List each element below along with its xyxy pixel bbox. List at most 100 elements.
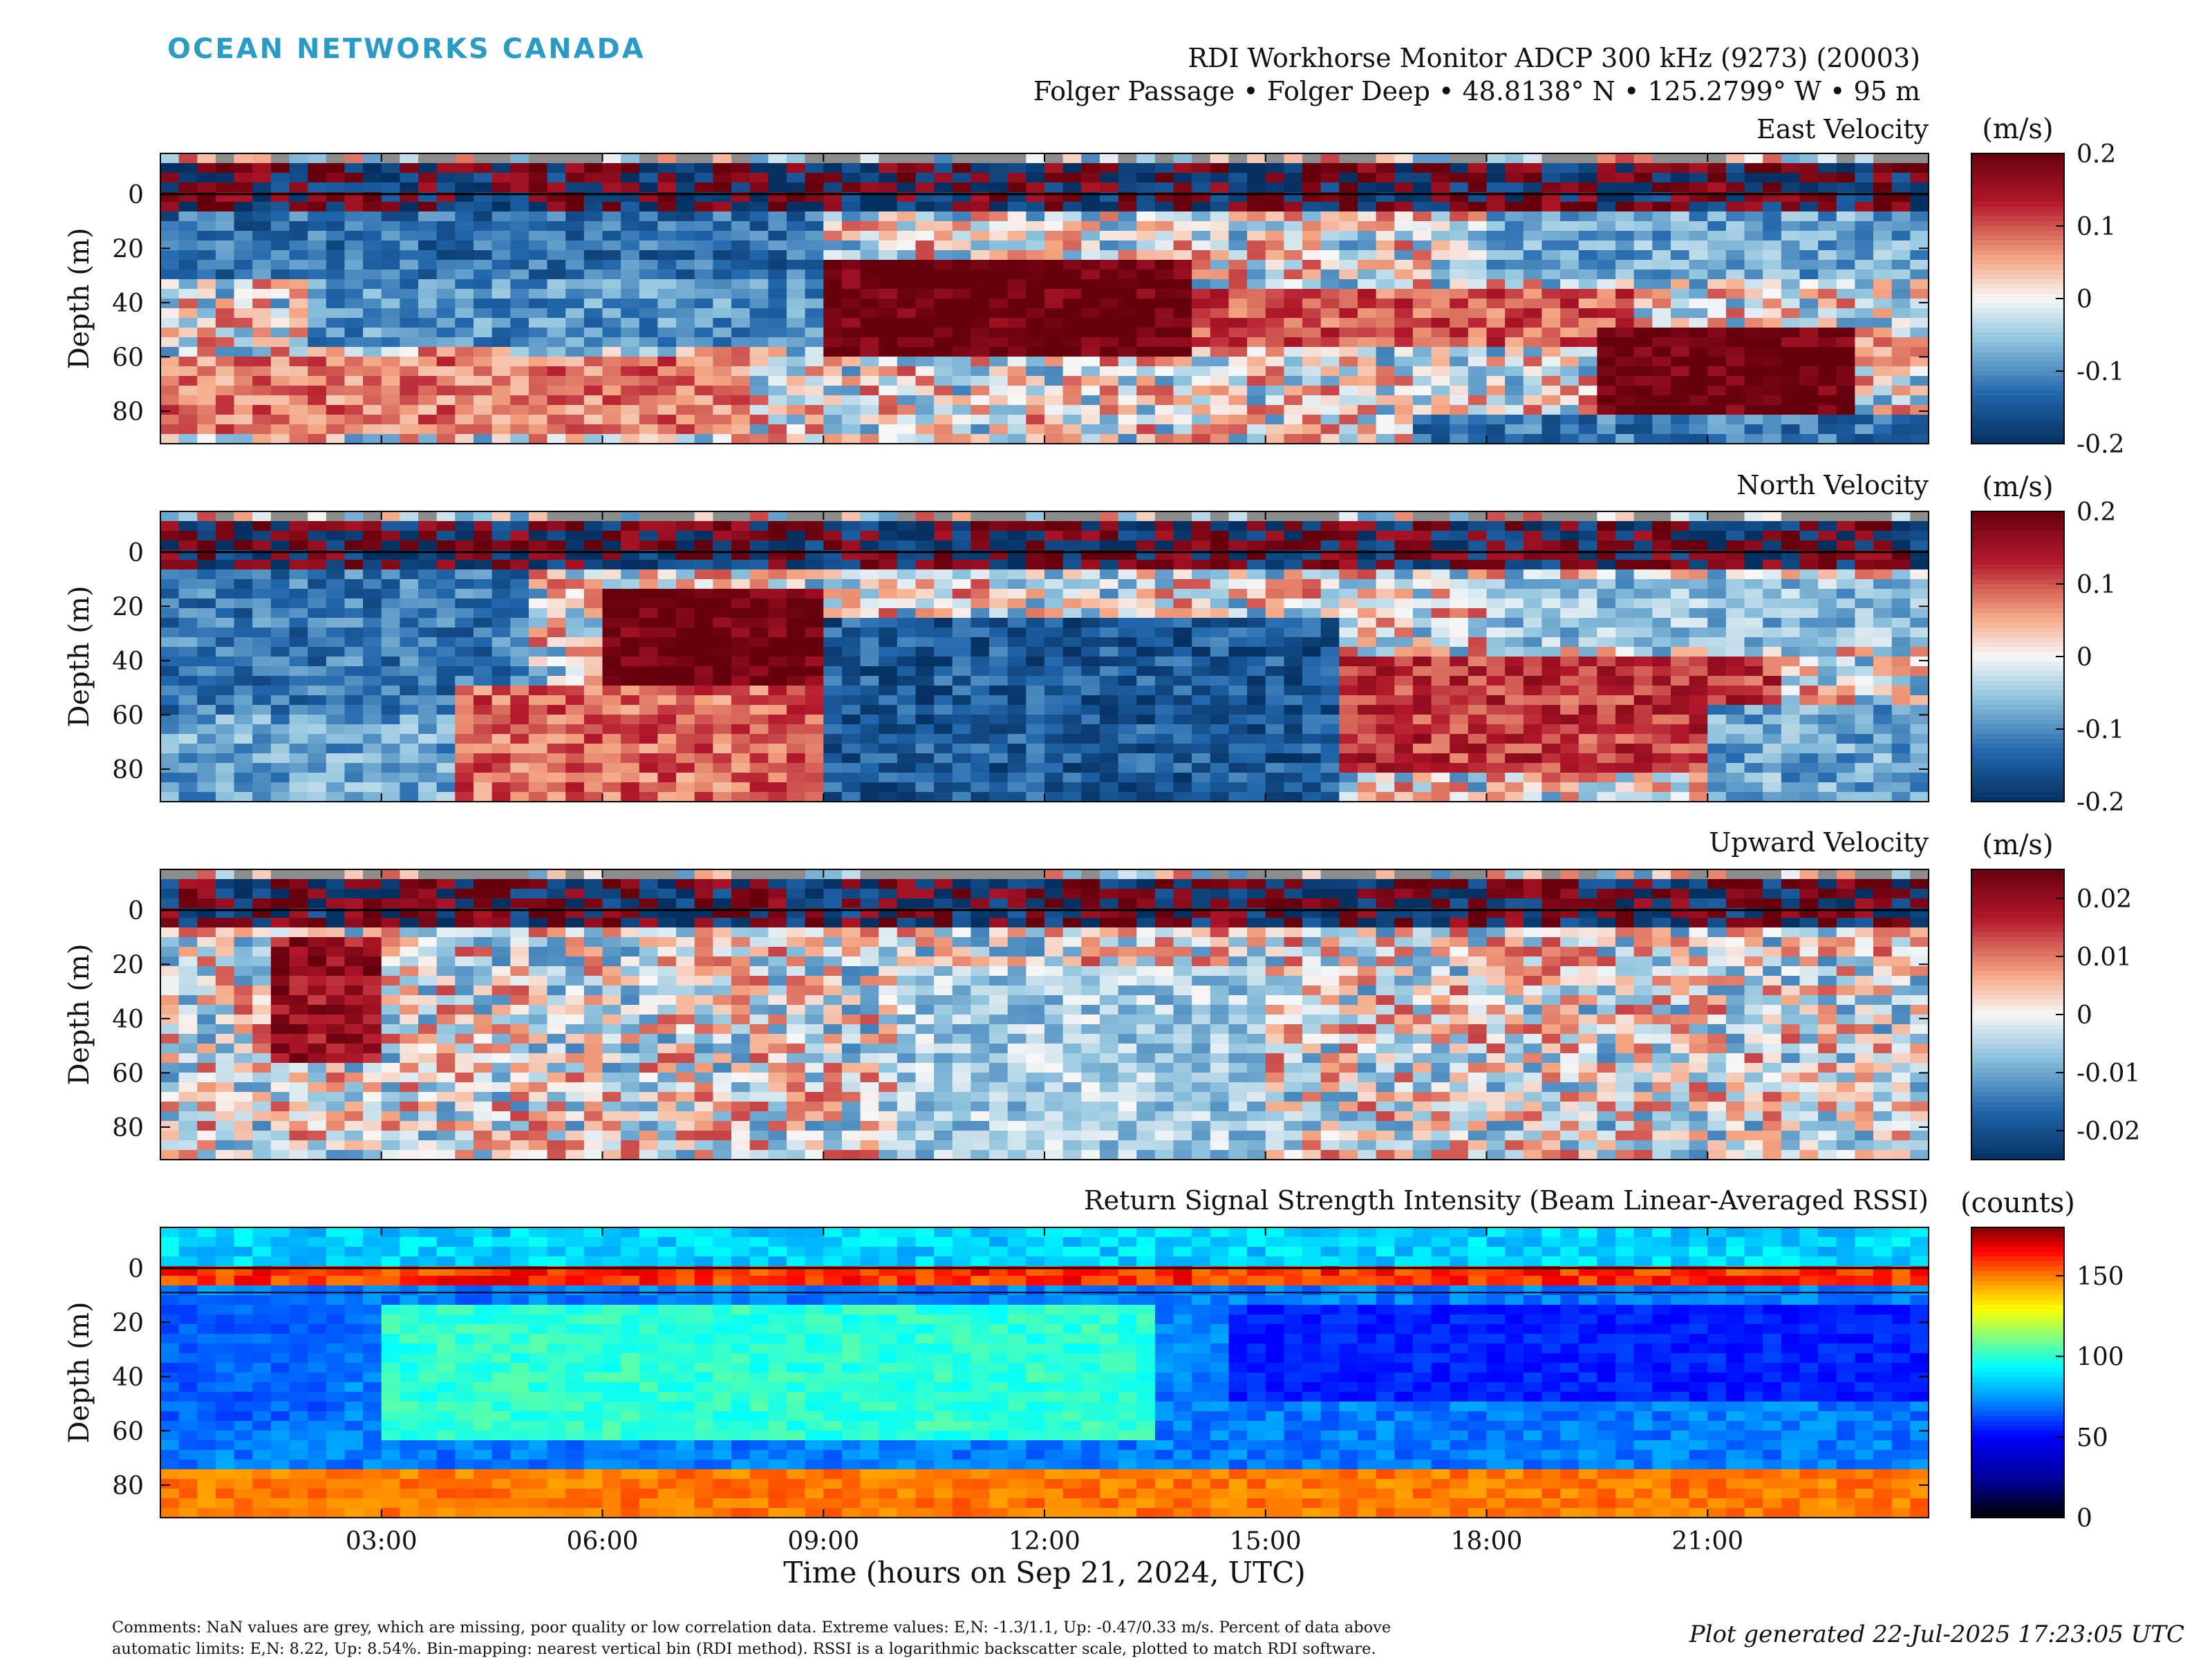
colorbar-swatch	[1971, 613, 2064, 619]
colorbar-swatch	[1971, 516, 2064, 522]
ytick-label: 80	[112, 1114, 144, 1142]
ylabel: Depth (m)	[64, 943, 95, 1085]
colorbar-swatch	[1971, 1411, 2064, 1417]
colorbar-swatch	[1971, 294, 2064, 299]
colorbar-swatch	[1971, 328, 2064, 333]
colorbar-swatch	[1971, 550, 2064, 556]
colorbar-swatch	[1971, 1087, 2064, 1093]
colorbar-swatch	[1971, 1010, 2064, 1015]
colorbar-tick-label: -0.1	[2077, 716, 2124, 744]
ytick-label: 40	[112, 1006, 144, 1034]
colorbar-swatch	[1971, 869, 2064, 875]
colorbar-swatch	[1971, 603, 2064, 609]
panel-title: East Velocity	[1756, 114, 1929, 144]
colorbar-swatch	[1971, 681, 2064, 686]
colorbar-swatch	[1971, 913, 2064, 918]
colorbar-swatch	[1971, 700, 2064, 706]
colorbar-swatch	[1971, 1281, 2064, 1286]
colorbar-swatch	[1971, 279, 2064, 285]
colorbar-tick-label: 0	[2077, 1505, 2092, 1533]
colorbar-swatch	[1971, 231, 2064, 236]
colorbar-swatch	[1971, 976, 2064, 981]
comments-text: Comments: NaN values are grey, which are…	[112, 1617, 1598, 1660]
colorbar-swatch	[1971, 1358, 2064, 1364]
colorbar-swatch	[1971, 1019, 2064, 1025]
colorbar-swatch	[1971, 511, 2064, 517]
colorbar-swatch	[1971, 1063, 2064, 1068]
colorbar-swatch	[1971, 642, 2064, 648]
colorbar-swatch	[1971, 197, 2064, 202]
colorbar-unit: (m/s)	[1982, 113, 2053, 145]
colorbar-swatch	[1971, 942, 2064, 947]
colorbar-tick-label: 0	[2077, 643, 2092, 672]
colorbar-swatch	[1971, 1295, 2064, 1301]
colorbar-swatch	[1971, 1319, 2064, 1325]
colorbar-swatch	[1971, 782, 2064, 788]
colorbar-swatch	[1971, 734, 2064, 739]
colorbar-swatch	[1971, 1126, 2064, 1131]
colorbar-swatch	[1971, 250, 2064, 256]
colorbar-swatch	[1971, 163, 2064, 169]
ytick-label: 80	[112, 756, 144, 784]
colorbar-swatch	[1971, 792, 2064, 798]
colorbar-swatch	[1971, 1121, 2064, 1126]
colorbar-swatch	[1971, 661, 2064, 667]
colorbar-swatch	[1971, 908, 2064, 914]
colorbar-swatch	[1971, 1348, 2064, 1354]
xtick-label: 06:00	[567, 1527, 639, 1556]
colorbar-swatch	[1971, 1464, 2064, 1470]
colorbar-swatch	[1971, 424, 2064, 430]
colorbar-swatch	[1971, 565, 2064, 570]
ytick-label: 0	[128, 181, 144, 209]
colorbar-swatch	[1971, 1261, 2064, 1267]
colorbar-swatch	[1971, 540, 2064, 546]
colorbar-swatch	[1971, 1266, 2064, 1272]
xtick-label: 21:00	[1671, 1527, 1743, 1556]
ytick-label: 0	[128, 897, 144, 925]
ylabel: Depth (m)	[64, 227, 95, 369]
colorbar-swatch	[1971, 1285, 2064, 1291]
colorbar-tick-label: -0.1	[2077, 358, 2124, 386]
ytick-label: 60	[112, 1417, 144, 1446]
ytick-label: 80	[112, 398, 144, 426]
colorbar-swatch	[1971, 410, 2064, 415]
colorbar-swatch	[1971, 1029, 2064, 1035]
colorbar-swatch	[1971, 265, 2064, 270]
colorbar-swatch	[1971, 173, 2064, 178]
colorbar-swatch	[1971, 1402, 2064, 1407]
colorbar-swatch	[1971, 1271, 2064, 1276]
colorbar-swatch	[1971, 357, 2064, 362]
colorbar-swatch	[1971, 1469, 2064, 1475]
colorbar-swatch	[1971, 1237, 2064, 1243]
ytick-label: 40	[112, 290, 144, 318]
ytick-label: 40	[112, 648, 144, 676]
colorbar-swatch	[1971, 1097, 2064, 1102]
colorbar-tick-label: 0.1	[2077, 571, 2116, 599]
ytick-label: 60	[112, 343, 144, 372]
ylabel: Depth (m)	[64, 585, 95, 727]
colorbar-swatch	[1971, 434, 2064, 440]
colorbar-swatch	[1971, 753, 2064, 759]
colorbar-swatch	[1971, 342, 2064, 348]
colorbar-swatch	[1971, 1252, 2064, 1257]
colorbar-swatch	[1971, 1460, 2064, 1465]
colorbar-swatch	[1971, 652, 2064, 657]
colorbar-swatch	[1971, 956, 2064, 962]
colorbar-swatch	[1971, 1305, 2064, 1310]
colorbar-swatch	[1971, 1416, 2064, 1422]
colorbar-swatch	[1971, 1314, 2064, 1320]
colorbar-swatch	[1971, 1498, 2064, 1504]
ylabel: Depth (m)	[64, 1301, 95, 1443]
colorbar-swatch	[1971, 347, 2064, 352]
colorbar-swatch	[1971, 240, 2064, 246]
colorbar-swatch	[1971, 299, 2064, 304]
colorbar-swatch	[1971, 589, 2064, 594]
heatmap-cells	[160, 511, 1929, 802]
colorbar-swatch	[1971, 211, 2064, 217]
colorbar-swatch	[1971, 748, 2064, 754]
colorbar-swatch	[1971, 221, 2064, 227]
colorbar-swatch	[1971, 405, 2064, 411]
